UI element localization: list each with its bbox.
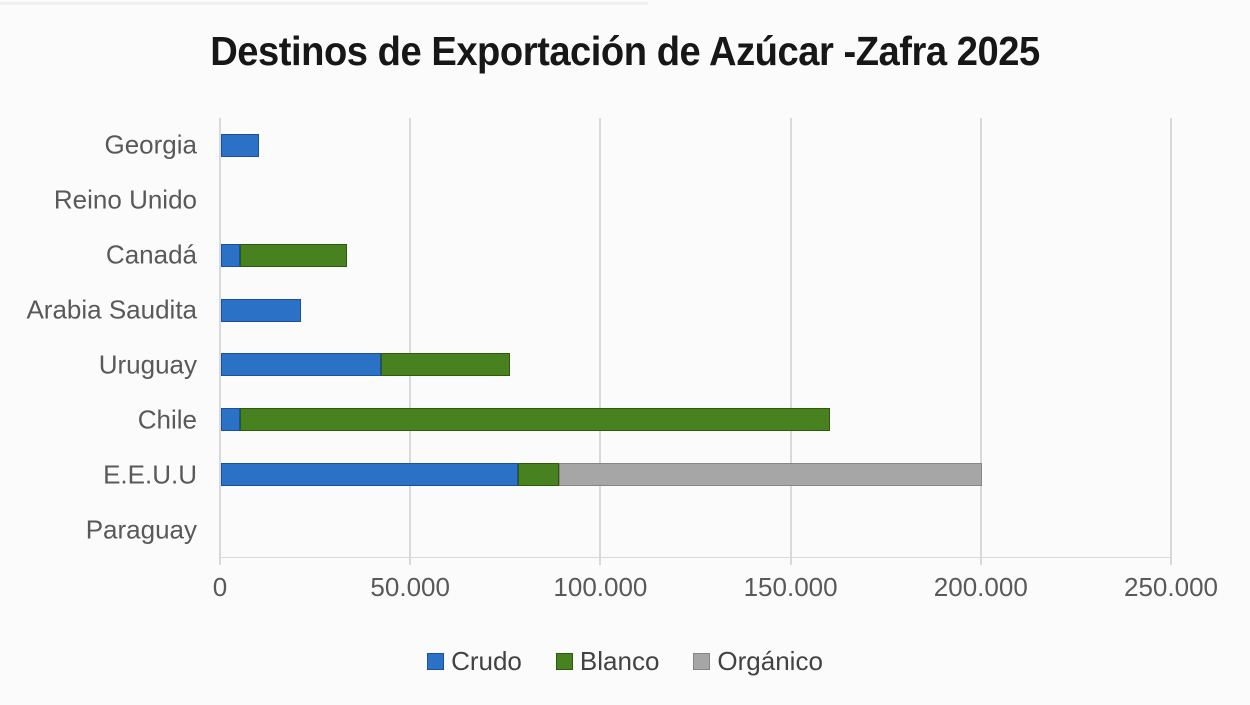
bar-row-arabia-saudita bbox=[221, 283, 1171, 338]
gridline-250-000 bbox=[1170, 118, 1172, 557]
bar-segment-crudo-uruguay bbox=[221, 353, 381, 377]
bar-segment-crudo-arabia-saudita bbox=[221, 298, 301, 322]
category-label-uruguay: Uruguay bbox=[98, 349, 197, 380]
legend-label-crudo: Crudo bbox=[451, 646, 522, 676]
bar-row-paraguay bbox=[221, 502, 1171, 557]
bar-row-canada bbox=[221, 228, 1171, 283]
bar-segment-blanco-chile bbox=[240, 408, 830, 432]
gridline-100-000 bbox=[599, 118, 602, 557]
category-label-arabia-saudita: Arabia Saudita bbox=[26, 294, 197, 325]
plot-area bbox=[219, 118, 1172, 565]
gridline-150-000 bbox=[789, 118, 792, 557]
x-axis-line bbox=[219, 557, 1172, 558]
category-label-e-e-u-u: E.E.U.U bbox=[103, 459, 197, 490]
x-axis-tick-250-000 bbox=[1170, 558, 1172, 565]
legend-swatch-blanco bbox=[555, 653, 573, 670]
x-axis-tick-label-200-000: 200.000 bbox=[933, 572, 1028, 602]
bar-row-chile bbox=[221, 392, 1171, 447]
x-axis-tick-label-150-000: 150.000 bbox=[743, 572, 838, 602]
x-axis-tick-100-000 bbox=[599, 558, 602, 565]
x-axis-tick-200-000 bbox=[979, 558, 982, 565]
category-label-canada: Canadá bbox=[105, 239, 197, 270]
category-label-chile: Chile bbox=[137, 404, 197, 435]
legend-item-organico: Orgánico bbox=[693, 646, 823, 677]
category-label-georgia: Georgia bbox=[104, 129, 198, 160]
bar-row-e-e-u-u bbox=[221, 447, 1171, 502]
legend-item-blanco: Blanco bbox=[555, 646, 660, 677]
x-axis-tick-label-100-000: 100.000 bbox=[553, 572, 648, 602]
bar-segment-crudo-e-e-u-u bbox=[221, 463, 518, 487]
x-axis-tick-0 bbox=[219, 558, 221, 565]
legend-swatch-organico bbox=[693, 653, 711, 670]
bar-segment-crudo-georgia bbox=[221, 133, 259, 157]
gridline-0 bbox=[219, 118, 221, 557]
top-edge-artifact-line bbox=[0, 2, 648, 5]
bar-segment-blanco-canada bbox=[240, 243, 347, 267]
bar-segment-blanco-uruguay bbox=[380, 353, 511, 377]
x-axis-tick-label-250-000: 250.000 bbox=[1124, 572, 1218, 602]
gridline-200-000 bbox=[979, 118, 982, 557]
x-axis-tick-label-0: 0 bbox=[212, 572, 228, 602]
legend-label-blanco: Blanco bbox=[579, 646, 660, 676]
category-label-reino-unido: Reino Unido bbox=[53, 184, 197, 215]
gridline-50-000 bbox=[409, 118, 412, 557]
bar-row-uruguay bbox=[221, 338, 1171, 393]
category-axis-labels: Georgia Reino Unido Canadá Arabia Saudita Ur… bbox=[0, 118, 197, 557]
legend-swatch-crudo bbox=[427, 653, 445, 670]
bar-segment-crudo-canada bbox=[221, 243, 240, 267]
legend-item-crudo: Crudo bbox=[427, 646, 522, 677]
legend-label-organico: Orgánico bbox=[717, 646, 823, 676]
x-axis-tick-50-000 bbox=[409, 558, 412, 565]
bar-segment-blanco-e-e-u-u bbox=[517, 463, 560, 487]
chart-title: Destinos de Exportación de Azúcar -Zafra… bbox=[0, 28, 1250, 75]
x-axis-tick-label-50-000: 50.000 bbox=[370, 572, 450, 602]
x-axis-tick-labels: 0 50.000 100.000 150.000 200.000 250.000 bbox=[213, 572, 1218, 606]
chart-legend: Crudo Blanco Orgánico bbox=[0, 646, 1250, 677]
bar-row-reino-unido bbox=[221, 173, 1171, 228]
chart-title-text: Destinos de Exportación de Azúcar -Zafra… bbox=[210, 28, 1040, 74]
bar-segment-organico-e-e-u-u bbox=[559, 463, 982, 487]
bar-segment-crudo-chile bbox=[221, 408, 240, 432]
x-axis-tick-150-000 bbox=[789, 558, 792, 565]
category-label-paraguay: Paraguay bbox=[85, 514, 197, 545]
bar-row-georgia bbox=[221, 118, 1171, 173]
